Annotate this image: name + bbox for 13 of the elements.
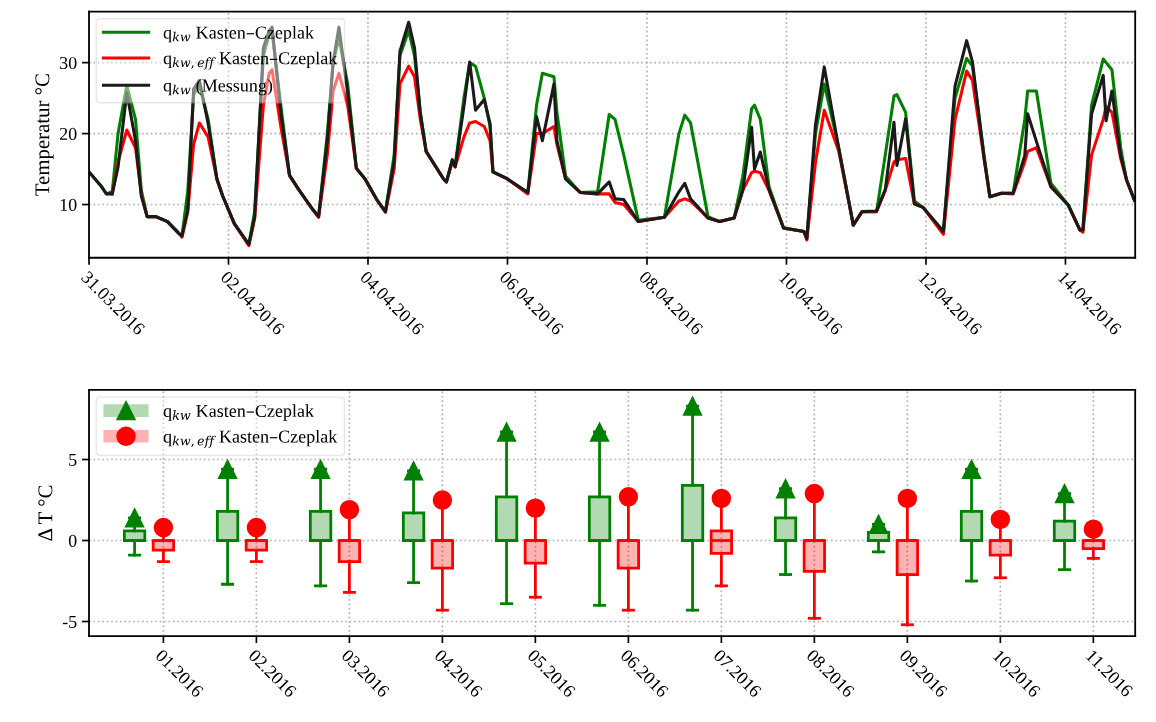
- y-tick-label: 5: [69, 453, 77, 466]
- y-tick-label: 0: [68, 534, 77, 547]
- y-tick-label: -5: [62, 615, 77, 628]
- y-tick-label: 10: [60, 198, 77, 211]
- legend-label: q$_{kw}$ Kasten–Czeplak: [163, 404, 315, 421]
- y-axis-title: Temperatur °C: [35, 74, 54, 196]
- y-tick-label: 20: [59, 127, 77, 141]
- legend-label: q$_{kw,eff}$ Kasten–Czeplak: [163, 429, 338, 448]
- y-tick-label: 30: [60, 56, 77, 70]
- y-axis-title: Δ T °C: [38, 485, 53, 541]
- legend-label: q$_{kw}$ (Messung): [163, 78, 273, 96]
- legend-label: q$_{kw}$ Kasten–Czeplak: [163, 26, 315, 43]
- legend-label: q$_{kw,eff}$ Kasten–Czeplak: [163, 51, 338, 70]
